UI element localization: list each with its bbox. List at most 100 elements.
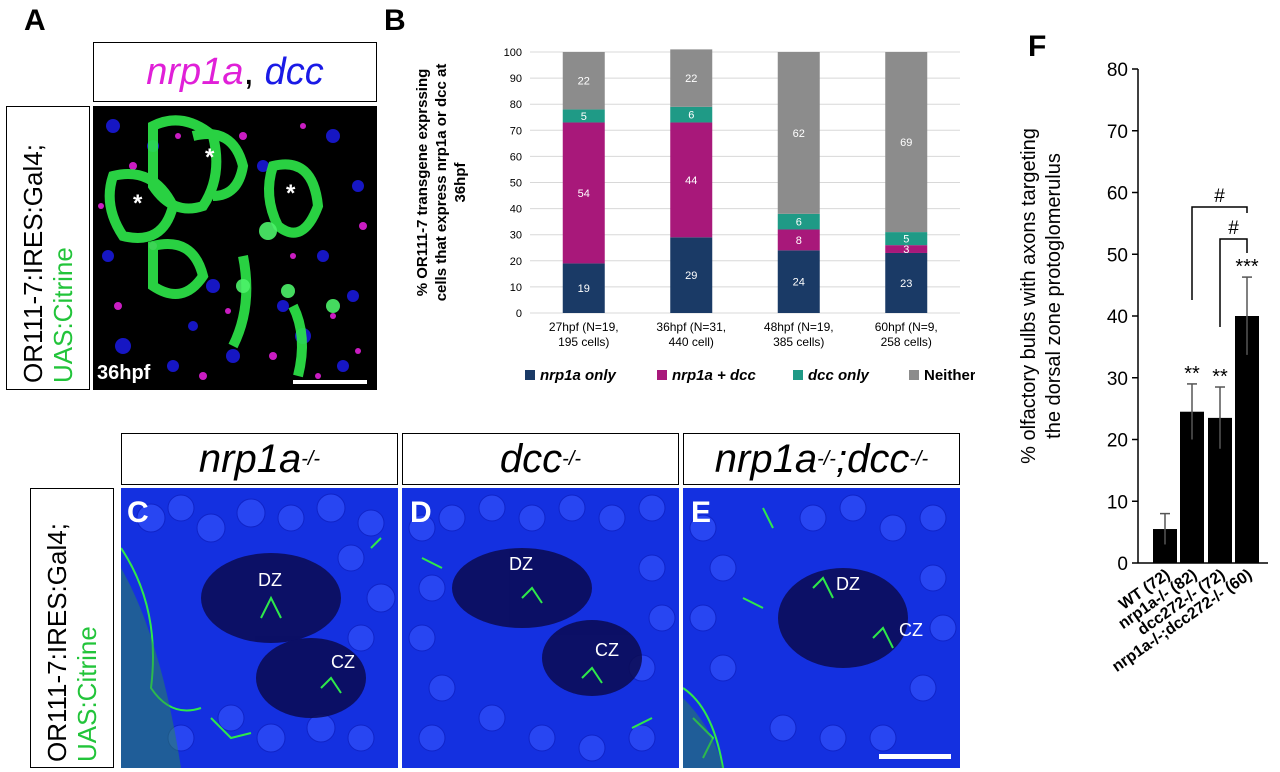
data-label: 5 bbox=[581, 111, 587, 123]
data-label: 44 bbox=[685, 175, 697, 187]
data-label: 24 bbox=[793, 277, 805, 289]
data-label: 22 bbox=[578, 76, 590, 88]
zone-label-dz: DZ bbox=[836, 574, 860, 594]
x-tick-label: 60hpf (N=9, bbox=[875, 320, 938, 334]
x-tick-label: 48hpf (N=19, bbox=[764, 320, 834, 334]
header-gene: nrp1a bbox=[714, 436, 818, 481]
data-label: 23 bbox=[900, 278, 912, 290]
zone-label-dz: DZ bbox=[509, 554, 533, 574]
header-superscript: -/- bbox=[817, 447, 836, 470]
y-tick-label: 60 bbox=[510, 151, 522, 163]
header-gene: dcc bbox=[499, 436, 563, 481]
y-tick-label: 50 bbox=[510, 178, 522, 190]
bar-segment bbox=[562, 263, 605, 313]
y-axis-label: % OR111-7 transgene exprssing cells that … bbox=[414, 64, 469, 302]
panel-d-header: dcc -/- bbox=[402, 433, 679, 485]
y-axis-label-line: % OR111-7 transgene exprssing bbox=[414, 69, 431, 297]
scale-bar bbox=[879, 754, 951, 759]
y-tick-label: 30 bbox=[510, 230, 522, 242]
panel-c-micrograph: C DZ CZ bbox=[121, 488, 398, 768]
legend-label: nrp1a + dcc bbox=[672, 367, 756, 384]
bar-segment bbox=[670, 106, 713, 123]
significance-marker: ** bbox=[1184, 363, 1200, 385]
bar-segment bbox=[562, 52, 605, 110]
cell-marker-asterisk: * bbox=[133, 190, 143, 217]
legend-label: nrp1a only bbox=[540, 367, 617, 384]
zone-label-dz: DZ bbox=[258, 570, 282, 590]
chart-f: % olfactory bulbs with axons targeting th… bbox=[1018, 60, 1268, 676]
timepoint-label: 36hpf bbox=[97, 362, 151, 384]
legend-swatch bbox=[793, 370, 803, 380]
y-tick-label: 60 bbox=[1107, 184, 1128, 205]
y-tick-label: 70 bbox=[1107, 122, 1128, 143]
header-gene-nrp1a: nrp1a bbox=[146, 50, 244, 93]
bar bbox=[1235, 316, 1259, 563]
panel-label-f: F bbox=[1028, 30, 1047, 63]
legend-swatch bbox=[657, 370, 667, 380]
significance-marker: *** bbox=[1235, 256, 1259, 278]
genotype-line1: OR111-7:IRES:Gal4; bbox=[18, 144, 48, 383]
zone-label-cz: CZ bbox=[899, 620, 923, 640]
data-label: 6 bbox=[796, 217, 802, 229]
bar-segment bbox=[777, 213, 820, 230]
header-superscript: -/- bbox=[562, 447, 582, 470]
panel-a-header: nrp1a, dcc bbox=[93, 42, 377, 102]
legend-swatch bbox=[909, 370, 919, 380]
y-tick-label: 20 bbox=[510, 256, 522, 268]
legend-swatch bbox=[525, 370, 535, 380]
data-label: 54 bbox=[578, 188, 590, 200]
header-superscript: -/- bbox=[301, 447, 321, 470]
bar-segment bbox=[885, 245, 928, 253]
data-label: 62 bbox=[793, 128, 805, 140]
data-label: 6 bbox=[688, 110, 694, 122]
x-tick-label: 258 cells) bbox=[881, 335, 932, 349]
header-separator: ; bbox=[835, 436, 848, 481]
data-label: 3 bbox=[903, 244, 909, 256]
genotype-line1: OR111-7:IRES:Gal4; bbox=[42, 523, 72, 762]
panel-e-micrograph: E DZ CZ bbox=[683, 488, 960, 768]
significance-marker: ** bbox=[1212, 366, 1228, 388]
bar-segment bbox=[777, 52, 820, 214]
x-tick-label: 385 cells) bbox=[773, 335, 824, 349]
y-tick-label: 70 bbox=[510, 125, 522, 137]
x-tick-label: 27hpf (N=19, bbox=[549, 320, 619, 334]
bar-segment bbox=[670, 122, 713, 238]
data-label: 69 bbox=[900, 137, 912, 149]
micrograph-c-art bbox=[121, 493, 396, 768]
bar-segment bbox=[885, 52, 928, 233]
zone-label-cz: CZ bbox=[331, 652, 355, 672]
y-axis-label: % olfactory bulbs with axons targeting th… bbox=[1018, 128, 1065, 464]
micrograph-e-art bbox=[683, 494, 957, 768]
y-tick-label: 80 bbox=[510, 99, 522, 111]
y-axis-label-line: cells that express nrp1a or dcc at bbox=[433, 64, 450, 302]
header-gene-dcc: dcc bbox=[264, 50, 324, 93]
y-tick-label: 30 bbox=[1107, 369, 1128, 390]
x-tick-label: 36hpf (N=31, bbox=[656, 320, 726, 334]
y-tick-label: 0 bbox=[1117, 554, 1128, 575]
header-separator: , bbox=[243, 50, 255, 93]
y-tick-label: 20 bbox=[1107, 431, 1128, 452]
comparison-label: # bbox=[1214, 186, 1225, 207]
panel-a-side-label-box bbox=[6, 106, 90, 390]
bar-segment bbox=[885, 232, 928, 246]
header-gene: nrp1a bbox=[198, 436, 302, 481]
data-label: 22 bbox=[685, 73, 697, 85]
y-tick-label: 10 bbox=[510, 282, 522, 294]
panel-label-e: E bbox=[691, 496, 712, 529]
panel-d-micrograph: D DZ CZ bbox=[402, 488, 679, 768]
y-tick-label: 10 bbox=[1107, 492, 1128, 513]
panel-label-d: D bbox=[410, 496, 432, 529]
y-tick-label: 80 bbox=[1107, 60, 1128, 81]
y-tick-label: 90 bbox=[510, 73, 522, 85]
cell-marker-asterisk: * bbox=[286, 180, 296, 207]
panel-cde-side-label: OR111-7:IRES:Gal4; UAS:Citrine bbox=[42, 523, 102, 762]
panel-a-side-label: OR111-7:IRES:Gal4; UAS:Citrine bbox=[18, 144, 78, 383]
panel-label-c: C bbox=[127, 496, 149, 529]
data-label: 8 bbox=[796, 235, 802, 247]
genotype-line2: UAS:Citrine bbox=[48, 247, 78, 383]
bar-segment bbox=[777, 250, 820, 313]
y-axis-label-line: % olfactory bulbs with axons targeting bbox=[1018, 128, 1040, 464]
comparison-bracket bbox=[1219, 238, 1248, 327]
y-tick-label: 40 bbox=[1107, 307, 1128, 328]
panel-a-micrograph: * * * 36hpf bbox=[93, 106, 377, 390]
